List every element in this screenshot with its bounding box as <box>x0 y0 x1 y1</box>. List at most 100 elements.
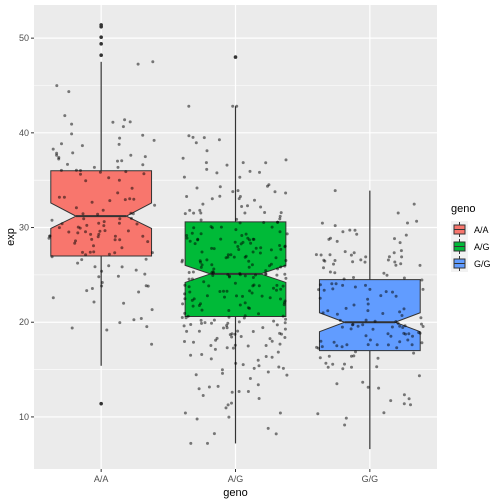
jitter-point <box>402 331 406 335</box>
jitter-point <box>248 377 252 380</box>
legend-title: geno <box>451 203 475 215</box>
jitter-point <box>113 234 117 238</box>
jitter-point <box>188 208 192 212</box>
jitter-point <box>341 283 345 287</box>
jitter-point <box>50 255 54 259</box>
jitter-point <box>400 255 404 259</box>
jitter-point <box>377 386 381 390</box>
jitter-point <box>183 297 187 301</box>
jitter-point <box>234 361 238 365</box>
jitter-point <box>284 276 288 280</box>
jitter-point <box>230 390 234 394</box>
jitter-point <box>92 250 96 254</box>
jitter-point <box>218 194 222 198</box>
jitter-point <box>386 332 390 336</box>
jitter-point <box>234 228 238 232</box>
jitter-point <box>393 260 397 264</box>
jitter-point <box>84 230 87 234</box>
jitter-point <box>356 324 360 328</box>
jitter-point <box>330 282 334 286</box>
jitter-point <box>60 222 64 226</box>
jitter-point <box>266 370 270 374</box>
jitter-point <box>210 263 214 267</box>
jitter-point <box>333 224 337 228</box>
jitter-point <box>108 199 112 203</box>
jitter-point <box>70 326 74 330</box>
jitter-point <box>116 274 120 278</box>
jitter-point <box>237 320 241 324</box>
jitter-point <box>76 231 80 235</box>
jitter-point <box>264 269 268 273</box>
jitter-point <box>262 221 266 224</box>
jitter-point <box>182 175 186 179</box>
jitter-point <box>236 329 240 333</box>
jitter-point <box>250 291 254 295</box>
outlier-point <box>233 55 238 59</box>
jitter-point <box>333 189 337 193</box>
jitter-point <box>284 191 288 195</box>
jitter-point <box>224 256 228 260</box>
jitter-point <box>251 276 255 279</box>
y-tick-label: 30 <box>19 223 29 233</box>
jitter-point <box>379 294 383 298</box>
jitter-point <box>398 241 402 245</box>
jitter-point <box>404 233 408 237</box>
jitter-point <box>415 219 419 223</box>
jitter-point <box>237 248 241 251</box>
x-axis-ticks: A/A A/G G/G <box>94 469 378 484</box>
jitter-point <box>283 327 287 331</box>
jitter-point <box>254 246 258 250</box>
jitter-point <box>225 324 229 327</box>
jitter-point <box>257 312 260 316</box>
jitter-point <box>116 191 120 195</box>
jitter-point <box>63 114 67 118</box>
jitter-point <box>215 336 219 340</box>
jitter-point <box>141 234 145 238</box>
jitter-point <box>185 234 189 237</box>
jitter-point <box>85 223 89 227</box>
jitter-point <box>96 235 100 239</box>
jitter-point <box>354 350 357 354</box>
jitter-point <box>283 264 287 268</box>
jitter-point <box>274 256 278 260</box>
jitter-point <box>225 163 229 167</box>
jitter-point <box>80 144 84 148</box>
jitter-point <box>205 149 209 153</box>
jitter-point <box>150 342 154 346</box>
jitter-point <box>231 346 235 350</box>
jitter-point <box>212 432 216 436</box>
jitter-point <box>266 426 270 430</box>
jitter-point <box>283 245 287 249</box>
jitter-point <box>199 302 202 306</box>
jitter-point <box>246 204 249 208</box>
jitter-point <box>129 153 133 157</box>
jitter-point <box>279 247 283 251</box>
jitter-point <box>402 307 406 311</box>
jitter-point <box>332 340 336 344</box>
jitter-point <box>200 353 204 356</box>
jitter-point <box>363 260 367 264</box>
jitter-point <box>107 176 111 180</box>
jitter-point <box>284 158 288 162</box>
jitter-point <box>382 411 386 415</box>
jitter-point <box>240 205 244 208</box>
jitter-point <box>232 255 236 259</box>
jitter-point <box>183 311 187 315</box>
jitter-point <box>70 132 74 136</box>
jitter-point <box>364 334 368 338</box>
jitter-point <box>264 161 268 165</box>
jitter-point <box>146 240 150 244</box>
jitter-point <box>181 302 185 306</box>
jitter-point <box>194 141 198 145</box>
jitter-point <box>276 350 280 354</box>
jitter-point <box>239 335 243 338</box>
jitter-point <box>216 384 220 388</box>
jitter-point <box>116 165 120 169</box>
jitter-point <box>418 263 422 267</box>
jitter-point <box>273 190 277 194</box>
jitter-point <box>105 328 109 332</box>
jitter-point <box>120 159 124 163</box>
jitter-point <box>205 294 209 298</box>
jitter-point <box>254 273 257 277</box>
